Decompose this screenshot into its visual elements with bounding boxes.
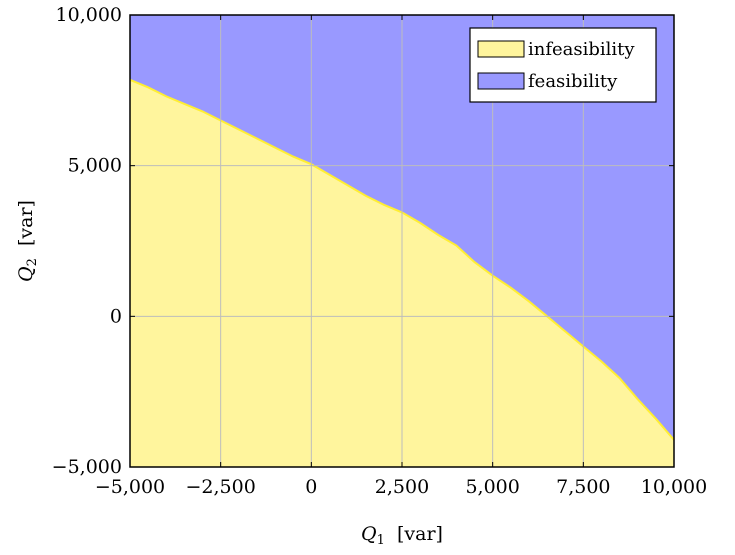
x-tick-label: −5,000: [95, 476, 165, 498]
legend-box: [469, 27, 657, 103]
legend-label-feasibility: feasibility: [528, 71, 618, 92]
legend-swatch-infeasibility: [477, 40, 525, 58]
x-tick-label: 2,500: [375, 476, 429, 498]
x-tick-labels: −5,000 −2,500 0 2,500 5,000 7,500 10,000: [95, 476, 707, 498]
x-tick-label: 10,000: [641, 476, 707, 498]
y-tick-label: 0: [110, 305, 122, 327]
y-tick-labels: −5,000 0 5,000 10,000: [52, 4, 122, 478]
y-axis-label: Q2 [var]: [15, 200, 40, 282]
y-tick-label: 5,000: [68, 155, 122, 177]
y-tick-label: 10,000: [56, 4, 122, 26]
legend-swatch-feasibility: [477, 72, 525, 90]
legend-label-infeasibility: infeasibility: [528, 39, 635, 60]
legend: infeasibility feasibility: [469, 27, 657, 103]
x-axis-label: Q1 [var]: [361, 523, 443, 548]
x-tick-label: 5,000: [465, 476, 519, 498]
ticks: [129, 14, 675, 468]
x-tick-label: 7,500: [556, 476, 610, 498]
x-tick-label: −2,500: [186, 476, 256, 498]
y-tick-label: −5,000: [52, 456, 122, 478]
x-tick-label: 0: [305, 476, 317, 498]
